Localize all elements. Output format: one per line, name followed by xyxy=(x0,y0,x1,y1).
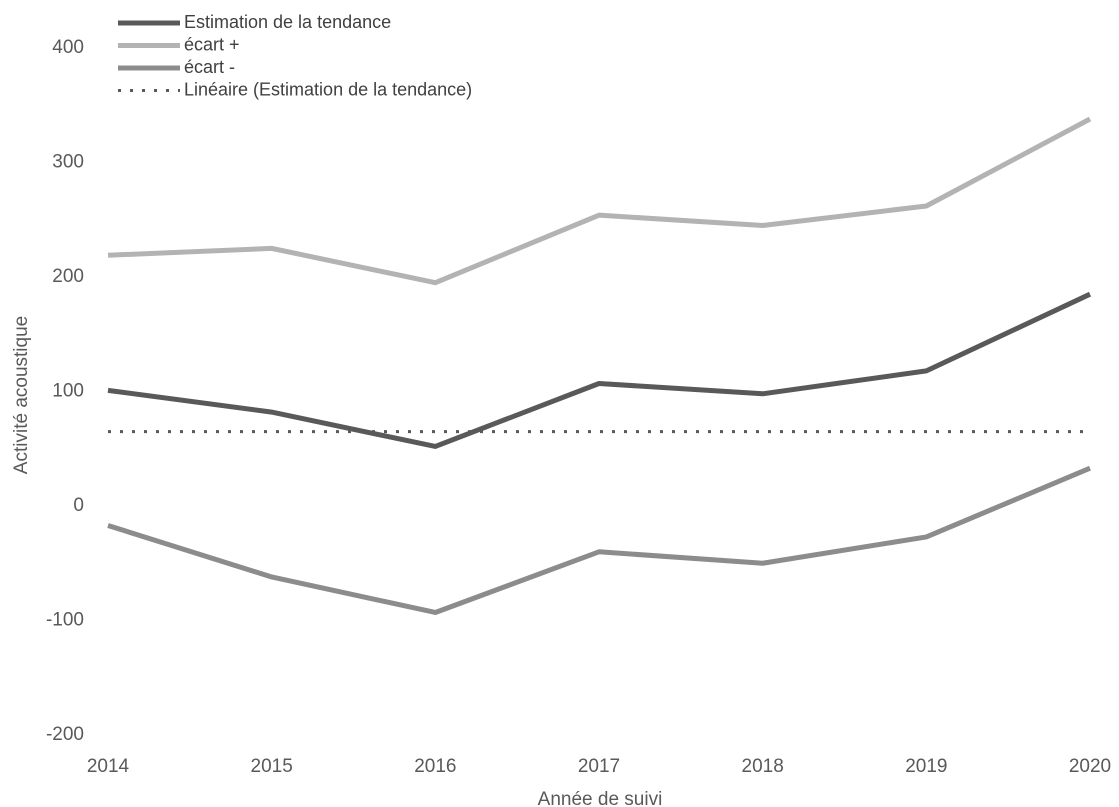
y-axis-label: Activité acoustique xyxy=(11,316,32,474)
series-line xyxy=(107,116,1092,286)
y-tick-label: -200 xyxy=(46,724,84,745)
x-tick-label: 2019 xyxy=(905,756,947,777)
x-tick-label: 2018 xyxy=(742,756,784,777)
x-tick-label: 2020 xyxy=(1069,756,1111,777)
legend-label: Linéaire (Estimation de la tendance) xyxy=(184,79,472,99)
y-tick-label: 400 xyxy=(52,37,84,58)
series-line xyxy=(107,465,1091,615)
legend-label: Estimation de la tendance xyxy=(184,12,391,32)
x-tick-label: 2017 xyxy=(578,756,620,777)
y-tick-label: 300 xyxy=(52,152,84,173)
y-tick-label: 100 xyxy=(52,381,84,402)
legend-label: écart + xyxy=(184,34,240,54)
y-tick-label: -100 xyxy=(46,610,84,631)
y-tick-label: 0 xyxy=(73,495,84,516)
y-tick-label: 200 xyxy=(52,266,84,287)
x-axis-label: Année de suivi xyxy=(538,789,663,807)
x-tick-label: 2016 xyxy=(414,756,456,777)
series-line xyxy=(107,291,1092,449)
x-tick-label: 2014 xyxy=(87,756,130,777)
legend-label: écart - xyxy=(184,57,235,77)
x-tick-label: 2015 xyxy=(251,756,293,777)
